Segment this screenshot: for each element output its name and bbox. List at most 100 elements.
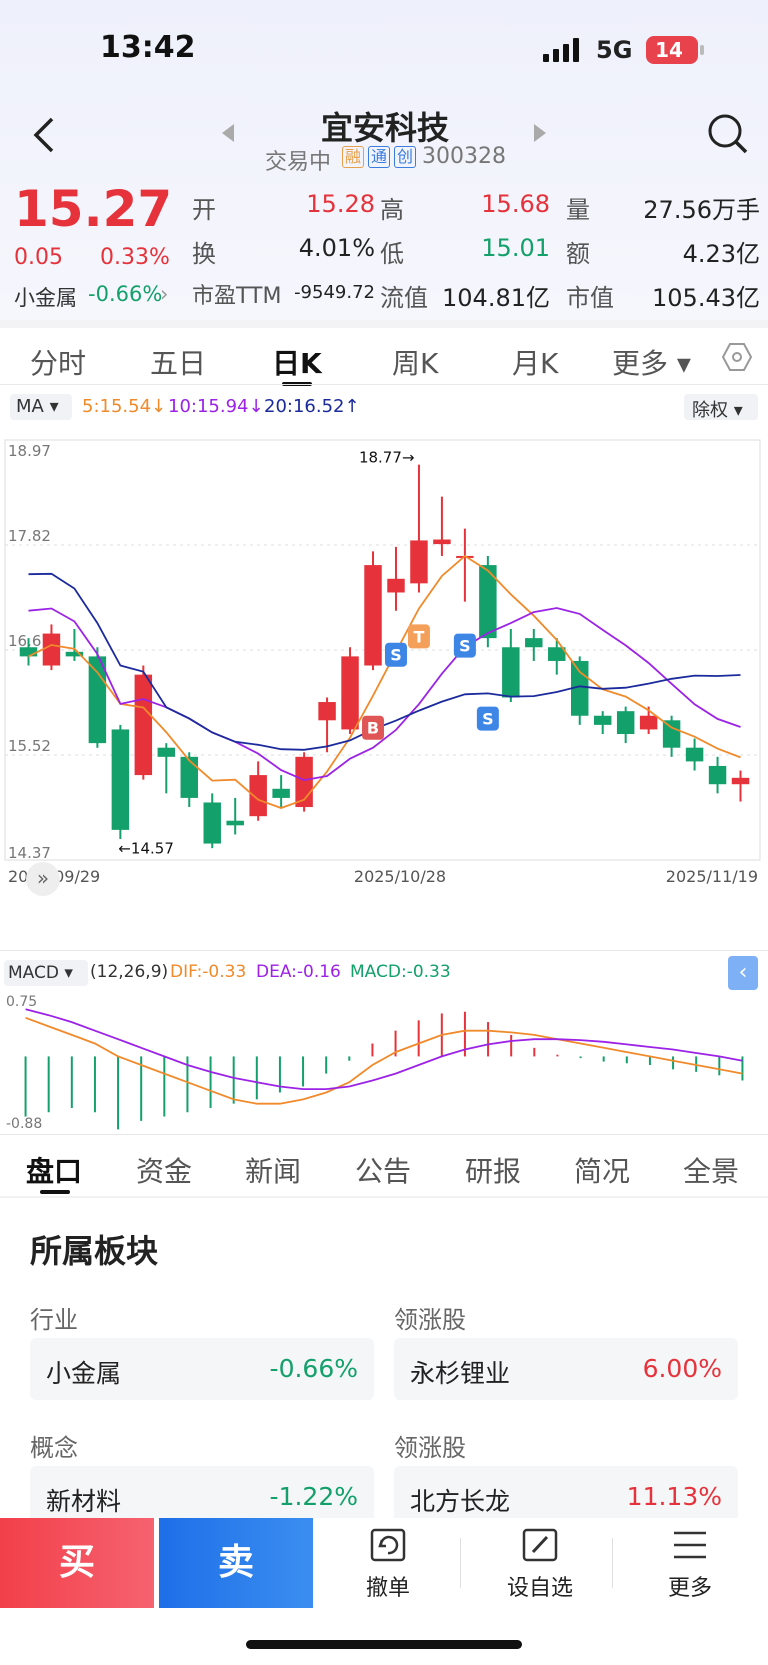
sell-marker-2	[453, 633, 476, 658]
candle-body	[410, 540, 428, 584]
candle-body	[731, 777, 750, 785]
x-axis-label: 2025/11/19	[666, 867, 758, 886]
ma5-line	[28, 554, 741, 809]
tab-daily-k[interactable]: 日K	[272, 347, 322, 380]
battery-level: 14	[655, 38, 683, 62]
industry-label: 行业	[30, 1306, 78, 1334]
macd-dif: DIF:-0.33	[170, 962, 247, 982]
pe-value: -9549.72	[294, 282, 375, 303]
sell-marker-label: S	[390, 646, 402, 665]
sell-marker-3-label: S	[482, 710, 494, 729]
tab-monthly-k[interactable]: 月K	[512, 347, 559, 380]
concept-name: 新材料	[46, 1487, 122, 1516]
cancel-order-button[interactable]: 撤单	[365, 1576, 410, 1601]
candle-body	[249, 775, 267, 817]
macd-bottom-label: -0.88	[6, 1116, 42, 1132]
candle-body	[318, 702, 336, 721]
industry-name: 小金属	[46, 1359, 122, 1388]
lead-stock-cell[interactable]: 永杉锂业 6.00%	[394, 1338, 738, 1400]
tag-margin: 融	[342, 146, 364, 168]
subtab-reports[interactable]: 研报	[465, 1155, 522, 1188]
search-icon[interactable]	[706, 112, 750, 156]
sell-marker-3	[476, 706, 499, 731]
concept-lead-label: 领涨股	[394, 1434, 466, 1462]
current-price: 15.27	[14, 180, 173, 238]
tab-more[interactable]: 更多 ▾	[612, 347, 691, 380]
macd-selector[interactable]: MACD ▾	[4, 960, 88, 986]
sector-title: 所属板块	[30, 1232, 159, 1270]
ma10-value: 10:15.94↓	[168, 396, 264, 417]
edit-watchlist-icon	[522, 1528, 558, 1562]
candle-body	[226, 820, 244, 826]
home-indicator	[246, 1640, 522, 1649]
market-cap-value: 105.43亿	[652, 284, 760, 312]
candle-body	[708, 765, 727, 785]
candle-body	[662, 720, 681, 748]
y-tick-label: 14.37	[8, 844, 51, 862]
candle-body	[593, 715, 612, 725]
kline-chart[interactable]: 18.9717.8216.6715.5214.3718.77→←14.57BST…	[0, 430, 768, 950]
candle-body	[42, 633, 61, 666]
industry-cell[interactable]: 小金属 -0.66%	[30, 1338, 374, 1400]
concept-lead-name: 北方长龙	[410, 1487, 511, 1516]
candle-body	[180, 756, 198, 798]
macd-top-label: 0.75	[6, 994, 37, 1010]
lead-stock-name: 永杉锂业	[410, 1359, 511, 1388]
subtab-quote[interactable]: 盘口	[26, 1155, 83, 1188]
header-background	[0, 0, 768, 320]
candle-body	[364, 565, 382, 666]
subtab-notices[interactable]: 公告	[355, 1155, 412, 1188]
subtab-funds[interactable]: 资金	[136, 1155, 193, 1188]
buy-button[interactable]: 买	[0, 1518, 154, 1608]
add-watchlist-button[interactable]: 设自选	[506, 1576, 573, 1601]
sell-marker-2-label: S	[459, 637, 471, 656]
y-tick-label: 18.97	[8, 442, 51, 460]
concept-cell[interactable]: 新材料 -1.22%	[30, 1466, 374, 1528]
pe-label: 市盈TTM	[192, 284, 282, 309]
next-stock-icon[interactable]	[532, 124, 546, 142]
candle-body	[134, 674, 153, 776]
concept-change: -1.22%	[269, 1482, 358, 1511]
subtab-profile[interactable]: 简况	[574, 1155, 631, 1188]
ma-selector[interactable]: MA ▾	[10, 394, 72, 420]
low-label: 低	[380, 240, 404, 268]
open-label: 开	[192, 196, 216, 224]
concept-lead-cell[interactable]: 北方长龙 11.13%	[394, 1466, 738, 1528]
sector-change[interactable]: -0.66%	[88, 282, 163, 306]
prev-stock-icon[interactable]	[222, 124, 236, 142]
candle-body	[111, 729, 130, 830]
chevron-right-icon: ›	[160, 282, 169, 306]
low-price-annotation: ←14.57	[118, 840, 174, 858]
dea-line	[25, 1008, 743, 1090]
back-icon[interactable]	[30, 115, 60, 155]
y-tick-label: 15.52	[8, 737, 51, 755]
tag-connect: 通	[368, 146, 390, 168]
trading-status: 交易中	[265, 150, 332, 175]
lead-stock-change: 6.00%	[642, 1354, 722, 1383]
tab-intraday[interactable]: 分时	[30, 347, 87, 380]
sell-button[interactable]: 卖	[159, 1518, 313, 1608]
expand-icon[interactable]: »	[26, 862, 60, 896]
more-button[interactable]: 更多	[667, 1576, 712, 1601]
subtab-news[interactable]: 新闻	[245, 1155, 302, 1188]
price-change-pct: 0.33%	[100, 245, 170, 270]
lead-stock-label: 领涨股	[394, 1306, 466, 1334]
candle-body	[639, 715, 658, 730]
macd-chart: 0.75 -0.88	[6, 994, 744, 1132]
collapse-panel-icon[interactable]: ‹	[728, 956, 758, 990]
tab-five-day[interactable]: 五日	[150, 347, 207, 380]
signal-icon	[543, 38, 583, 62]
candle-body	[548, 647, 566, 661]
sector-label[interactable]: 小金属	[14, 286, 77, 310]
ma10-line	[28, 607, 741, 782]
candle-body	[616, 711, 635, 734]
cancel-order-icon	[370, 1528, 406, 1562]
candle-body	[19, 647, 38, 657]
adjust-selector[interactable]: 除权 ▾	[684, 394, 758, 421]
candle-body	[387, 578, 405, 593]
subtab-overview[interactable]: 全景	[683, 1155, 740, 1188]
settings-hexagon-icon[interactable]	[721, 342, 753, 372]
open-value: 15.28	[306, 190, 375, 218]
tab-weekly-k[interactable]: 周K	[392, 347, 439, 380]
network-type: 5G	[596, 36, 633, 64]
